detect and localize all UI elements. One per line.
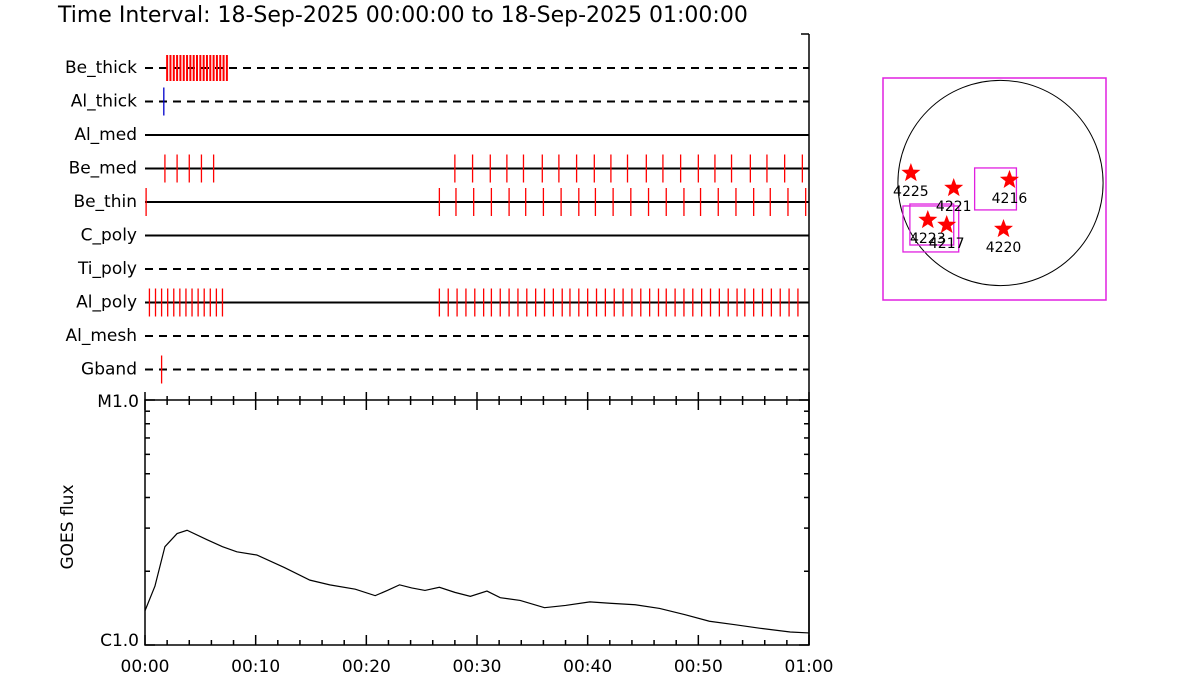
region-label: 4223 xyxy=(910,231,946,247)
goes-curve xyxy=(144,529,810,634)
filter-label: Gband xyxy=(81,360,137,380)
region-label: 4217 xyxy=(929,236,965,252)
fov-box xyxy=(902,205,960,253)
y-axis-label: GOES flux xyxy=(58,484,78,569)
fov-box xyxy=(973,167,1018,211)
region-label: 4225 xyxy=(893,184,929,200)
x-tick-label: 00:10 xyxy=(231,657,280,677)
region-star xyxy=(937,215,957,233)
chart-title: Time Interval: 18-Sep-2025 00:00:00 to 1… xyxy=(57,3,748,28)
x-tick-label: 00:30 xyxy=(453,657,502,677)
solar-disk xyxy=(897,79,1104,287)
filter-label: Al_thick xyxy=(71,92,137,112)
x-tick-label: 00:50 xyxy=(674,657,723,677)
x-tick-label: 01:00 xyxy=(785,657,834,677)
region-star xyxy=(944,178,964,197)
filter-label: Be_med xyxy=(69,159,137,179)
filter-label: Be_thick xyxy=(65,58,137,78)
region-label: 4216 xyxy=(992,191,1028,207)
fov-box xyxy=(909,203,955,246)
region-star xyxy=(918,210,938,229)
x-tick-label: 00:00 xyxy=(121,657,170,677)
filter-label: Be_thin xyxy=(73,192,137,212)
x-tick-label: 00:40 xyxy=(563,657,612,677)
filter-label: Al_poly xyxy=(76,293,137,313)
y-tick-label: C1.0 xyxy=(100,631,139,651)
x-tick-label: 00:20 xyxy=(342,657,391,677)
y-tick-label: M1.0 xyxy=(97,392,139,412)
filter-label: Ti_poly xyxy=(77,259,137,279)
region-label: 4221 xyxy=(936,199,972,215)
region-star xyxy=(999,169,1019,188)
region-star xyxy=(901,163,921,182)
map-frame xyxy=(882,77,1107,301)
filter-label: Al_med xyxy=(74,125,137,145)
plot-frame xyxy=(144,399,810,646)
filter-label: Al_mesh xyxy=(65,326,137,346)
region-star xyxy=(994,219,1013,238)
region-label: 4220 xyxy=(986,240,1022,256)
filter-label: C_poly xyxy=(81,226,137,246)
